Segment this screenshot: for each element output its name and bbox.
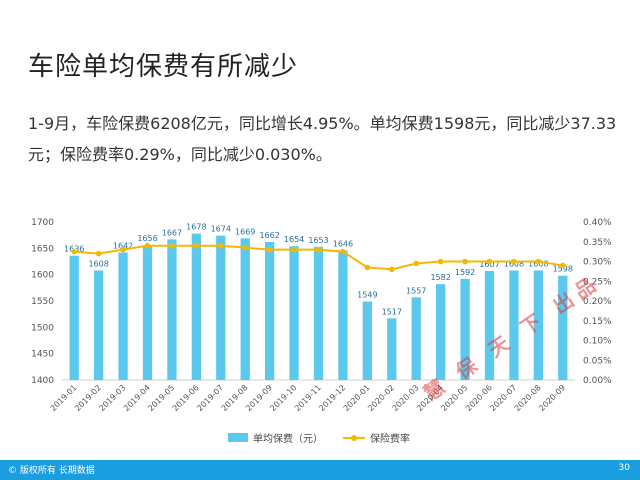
page-number: 30 xyxy=(618,463,630,473)
legend-line-marker xyxy=(351,435,357,441)
bar xyxy=(436,284,446,380)
bar-value-label: 1582 xyxy=(430,273,450,282)
bar xyxy=(558,275,568,380)
rate-point xyxy=(193,242,200,249)
bar-value-label: 1662 xyxy=(259,231,279,240)
bar-value-label: 1667 xyxy=(162,228,182,237)
legend-bar-label: 单均保费（元） xyxy=(253,432,323,445)
y-right-tick-label: 0.20% xyxy=(583,297,612,307)
x-tick-label: 2020-09 xyxy=(537,383,567,413)
bar-value-label: 1642 xyxy=(113,242,133,251)
bar-value-label: 1517 xyxy=(382,307,402,316)
page-title: 车险单均保费有所减少 xyxy=(28,52,299,82)
bar xyxy=(118,252,128,380)
rate-point xyxy=(388,266,395,273)
y-right-tick-label: 0.15% xyxy=(583,317,612,327)
summary-text: 1-9月，车险保费6208亿元，同比增长4.95%。单均保费1598元，同比减少… xyxy=(28,114,617,164)
bar xyxy=(362,301,372,380)
bar xyxy=(338,250,348,380)
rate-point xyxy=(169,242,175,249)
bar xyxy=(265,242,275,380)
rate-point xyxy=(266,246,273,253)
rate-point xyxy=(120,246,126,253)
bar xyxy=(484,270,495,380)
bar-value-label: 1592 xyxy=(455,268,475,277)
bar xyxy=(533,270,543,380)
bar-value-label: 1557 xyxy=(406,286,426,295)
bar-value-label: 1654 xyxy=(284,235,304,244)
bar-value-label: 1656 xyxy=(137,234,157,243)
bar-value-label: 1607 xyxy=(479,260,499,269)
rate-point xyxy=(315,246,322,253)
y-right-tick-label: 0.40% xyxy=(583,218,612,228)
y-left-tick-label: 1400 xyxy=(31,376,54,386)
bar xyxy=(167,239,177,380)
rate-point xyxy=(486,258,493,265)
rate-point xyxy=(340,248,346,255)
y-right-tick-label: 0.30% xyxy=(583,258,612,268)
footer-copyright: © 版权所有 长期数据 xyxy=(8,466,95,476)
rate-point xyxy=(437,258,444,265)
bar-value-label: 1598 xyxy=(553,265,573,274)
footer-bar: © 版权所有 长期数据 30 xyxy=(0,460,640,480)
rate-point xyxy=(71,248,78,255)
rate-point xyxy=(462,258,468,265)
bar-value-label: 1653 xyxy=(308,236,328,245)
bar-value-label: 1646 xyxy=(333,239,353,248)
legend-line-label: 保险费率 xyxy=(370,432,410,445)
y-left-tick-label: 1550 xyxy=(31,297,54,307)
rate-point xyxy=(511,258,517,265)
rate-point xyxy=(559,262,566,269)
rate-point xyxy=(413,260,420,267)
y-right-tick-label: 0.05% xyxy=(583,356,612,366)
bar xyxy=(240,238,250,380)
bar xyxy=(460,278,470,380)
rate-point xyxy=(364,264,371,271)
y-left-tick-label: 1600 xyxy=(31,271,54,281)
y-left-tick-label: 1650 xyxy=(31,244,54,254)
y-right-tick-label: 0.00% xyxy=(583,376,612,386)
y-right-tick-label: 0.10% xyxy=(583,337,612,347)
rate-point xyxy=(535,258,542,265)
rate-point xyxy=(144,242,151,249)
bar xyxy=(387,318,397,380)
legend-bar-swatch xyxy=(228,433,248,442)
y-left-tick-label: 1500 xyxy=(31,323,54,333)
bar xyxy=(69,255,79,380)
bar-value-label: 1549 xyxy=(357,291,377,300)
bar xyxy=(411,297,421,380)
bar-value-label: 1669 xyxy=(235,227,255,236)
bar xyxy=(313,246,324,380)
bar-value-label: 1608 xyxy=(88,259,108,268)
rate-point xyxy=(95,250,102,257)
y-left-tick-label: 1700 xyxy=(31,218,54,228)
bar-value-label: 1678 xyxy=(186,223,206,232)
bar xyxy=(289,246,299,380)
rate-point xyxy=(242,244,249,251)
y-right-tick-label: 0.35% xyxy=(583,238,612,248)
bar xyxy=(94,270,104,380)
bar-value-label: 1674 xyxy=(211,225,231,234)
rate-point xyxy=(217,242,224,249)
y-right-tick-label: 0.25% xyxy=(583,277,612,287)
bar xyxy=(216,235,226,380)
bar xyxy=(191,233,201,380)
rate-point xyxy=(291,246,297,253)
bar xyxy=(509,270,519,380)
bar xyxy=(142,245,153,380)
premium-rate-chart: 1700 1650 1600 1550 1500 1450 1400 0.40% 0.35% 0.… xyxy=(31,218,612,445)
y-left-tick-label: 1450 xyxy=(31,350,54,360)
